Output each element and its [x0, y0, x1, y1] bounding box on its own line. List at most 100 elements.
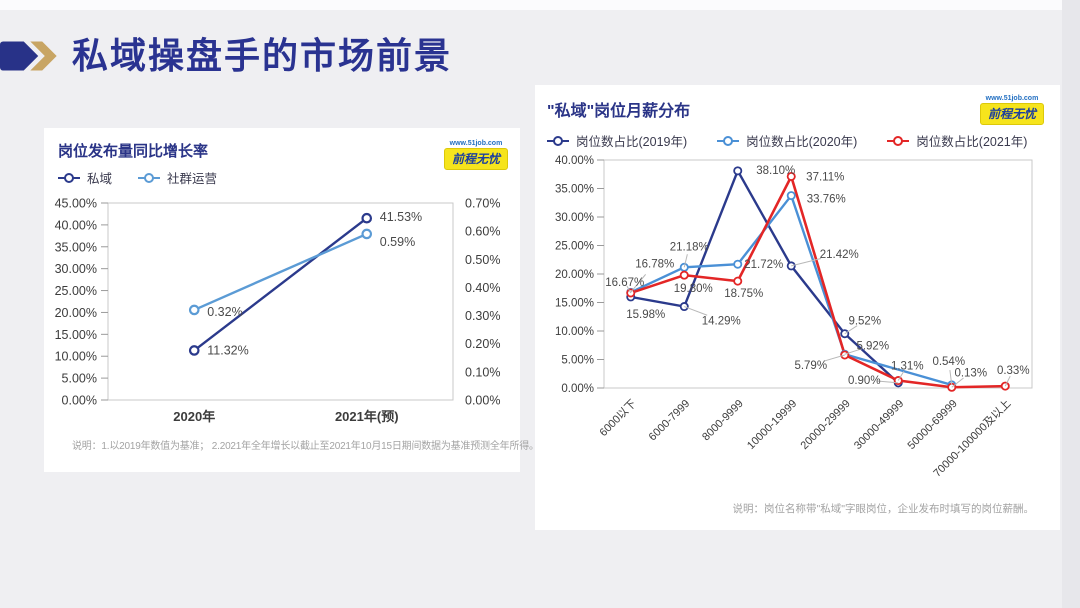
right-strip-decoration [1062, 0, 1080, 608]
brand-logo: www.51job.com 前程无忧 [443, 140, 508, 170]
legend-item-2021: 岗位数占比(2021年) [887, 131, 1027, 150]
growth-chart-card: 岗位发布量同比增长率 www.51job.com 前程无忧 私域 社群运营 45… [44, 128, 539, 472]
y-axis-tick-label: 45.00% [55, 197, 97, 211]
data-point-label: 37.11% [806, 171, 844, 183]
legend-item-shequn: 社群运营 [138, 168, 217, 187]
legend-marker-icon [717, 135, 740, 146]
label-leader-line [844, 325, 858, 335]
legend-item-2020: 岗位数占比(2020年) [717, 131, 857, 150]
x-axis-label: 30000-49999 [852, 398, 906, 452]
growth-chart-footnote: 说明：1.以2019年数值为基准； 2.2021年全年增长以截止至2021年10… [72, 441, 539, 452]
legend-marker-icon [887, 135, 910, 146]
growth-chart-canvas: 45.00% 40.00% 35.00% 30.00% 25.00% 20.00% 15.0… [55, 197, 501, 425]
x-axis-label: 20000-29999 [799, 398, 853, 452]
data-point-label: 0.13% [954, 367, 987, 379]
data-point-label: 16.78% [635, 258, 674, 270]
y2-axis-tick-label: 0.10% [465, 365, 500, 379]
y2-axis-tick-label: 0.30% [465, 309, 500, 323]
x-axis-label: 6000以下 [598, 398, 639, 439]
header: 私域操盘手的市场前景 [0, 34, 452, 78]
data-point-marker [733, 276, 743, 286]
legend-label: 社群运营 [167, 172, 218, 186]
y-axis-tick-label: 5.00% [561, 355, 594, 367]
data-point-marker [679, 270, 689, 280]
y-axis-tick-label: 0.00% [561, 383, 594, 395]
data-point-label: 0.54% [932, 356, 965, 368]
data-point-label: 33.76% [807, 194, 846, 206]
y-axis-tick-label: 25.00% [555, 241, 594, 253]
legend-label: 岗位数占比(2020年) [746, 135, 858, 149]
top-strip-decoration [0, 0, 1080, 10]
y-axis-tick-label: 35.00% [55, 240, 97, 254]
series-lines-layer [630, 168, 1006, 389]
y-axis-tick-label: 10.00% [55, 350, 97, 364]
y-axis-tick-label: 15.00% [55, 328, 97, 342]
data-point-label: 0.32% [207, 305, 242, 319]
data-point-label: 21.18% [670, 241, 709, 253]
y2-axis-tick-label: 0.40% [465, 281, 500, 295]
x-axis-label: 50000-69999 [906, 398, 960, 452]
y-axis-tick-label: 20.00% [555, 269, 594, 281]
y-axis-tick-label: 35.00% [555, 184, 594, 196]
x-axis-label: 6000-7999 [647, 398, 693, 444]
y-axis-tick-label: 20.00% [55, 306, 97, 320]
salary-chart-canvas: 40.00% 35.00% 30.00% 25.00% 20.00% 15.00% 10.0… [555, 155, 1033, 480]
label-leader-line [897, 370, 905, 381]
y-axis-tick-label: 0.00% [62, 394, 97, 408]
y-axis-tick-label: 10.00% [555, 326, 594, 338]
salary-chart-card: "私域"岗位月薪分布 www.51job.com 前程无忧 岗位数占比(2019… [535, 85, 1060, 530]
data-point-label: 14.29% [702, 316, 741, 328]
legend-marker-icon [547, 135, 569, 146]
label-leader-line [949, 369, 953, 385]
label-leader-line [877, 380, 899, 384]
legend-marker-icon [138, 172, 161, 183]
label-leader-line [683, 254, 688, 268]
legend-label: 岗位数占比(2019年) [576, 135, 688, 149]
growth-chart-legend: 私域 社群运营 [58, 168, 217, 187]
legend-label: 私域 [87, 172, 113, 186]
data-point-label: 21.42% [820, 249, 859, 261]
data-point-label: 5.92% [856, 340, 889, 352]
brand-badge: 前程无忧 [979, 103, 1044, 125]
data-point-label: 5.79% [794, 360, 827, 372]
salary-chart-footnote: 说明：岗位名称带"私域"字眼岗位，企业发布时填写的岗位薪酬。 [732, 503, 1034, 515]
growth-chart-title: 岗位发布量同比增长率 [58, 143, 209, 160]
x-axis-label: 10000-19999 [745, 398, 799, 452]
brand-url-text: www.51job.com [449, 140, 503, 147]
legend-item-2019: 岗位数占比(2019年) [547, 131, 687, 150]
data-point-label: 0.59% [380, 235, 415, 249]
salary-chart-title: "私域"岗位月薪分布 [547, 103, 691, 120]
data-point-marker [361, 212, 373, 224]
legend-item-siyu: 私域 [58, 168, 112, 187]
y-axis-tick-label: 5.00% [62, 372, 97, 386]
label-leader-line [951, 377, 964, 388]
label-leader-line [626, 285, 632, 294]
double-chevron-icon [0, 41, 57, 71]
data-point-label: 16.67% [605, 277, 644, 289]
plot-area [107, 202, 454, 401]
data-point-label: 38.10% [756, 165, 795, 177]
label-leader-line [1004, 375, 1011, 387]
legend-label: 岗位数占比(2021年) [916, 135, 1028, 149]
y2-axis-tick-label: 0.20% [465, 337, 500, 351]
y-axis-tick-label: 25.00% [55, 284, 97, 298]
y-axis-tick-label: 40.00% [555, 155, 594, 167]
series-line [630, 168, 900, 384]
data-point-label: 19.80% [674, 283, 713, 295]
data-point-label: 0.33% [997, 365, 1030, 377]
x-axis-label: 2020年 [173, 409, 215, 424]
data-point-marker [361, 228, 373, 240]
y2-axis-tick-label: 0.70% [465, 197, 500, 211]
label-leader-line [844, 348, 863, 355]
data-point-label: 1.31% [891, 361, 924, 373]
brand-logo: www.51job.com 前程无忧 [979, 95, 1044, 125]
label-leader-line [630, 274, 647, 293]
label-leader-line [823, 354, 845, 362]
label-leader-line [684, 306, 708, 316]
series-line [193, 232, 368, 312]
data-point-marker [188, 304, 200, 316]
series-line [630, 172, 1006, 389]
y-axis-tick-label: 15.00% [555, 298, 594, 310]
salary-chart-legend: 岗位数占比(2019年) 岗位数占比(2020年) 岗位数占比(2021年) [547, 131, 1027, 150]
